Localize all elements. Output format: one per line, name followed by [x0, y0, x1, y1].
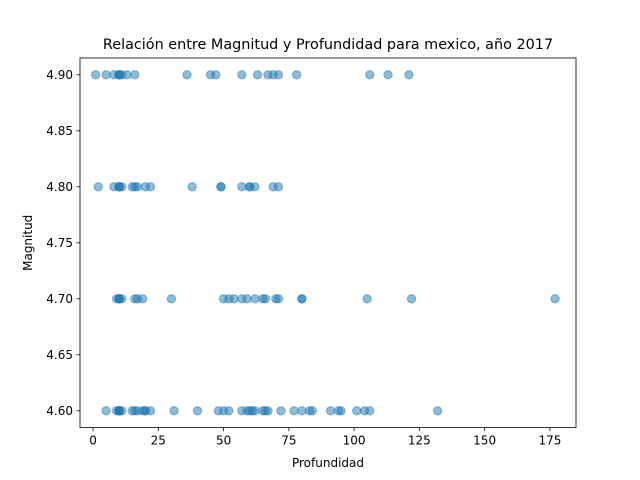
data-point-0-62 [362, 294, 372, 304]
x-tick-label: 25 [151, 434, 166, 448]
data-point-0-12 [237, 70, 247, 80]
data-point-0-88 [250, 406, 260, 416]
data-point-0-102 [365, 406, 375, 416]
data-point-0-103 [432, 406, 443, 416]
data-point-0-7 [122, 70, 132, 80]
x-tick-label: 150 [473, 434, 496, 448]
data-point-0-71 [117, 406, 127, 416]
x-tick-label: 50 [216, 434, 231, 448]
x-tick-label: 75 [281, 434, 296, 448]
data-point-0-97 [325, 406, 336, 416]
data-point-0-63 [406, 294, 417, 304]
plot-frame [79, 57, 577, 429]
y-tick-label: 4.65 [46, 348, 73, 362]
data-point-0-13 [252, 70, 263, 80]
y-tick-label: 4.70 [46, 292, 73, 306]
data-point-0-20 [404, 70, 414, 80]
data-point-0-1 [101, 70, 111, 80]
y-tick-label: 4.85 [46, 124, 73, 138]
data-point-0-38 [250, 182, 260, 192]
y-tick-label: 4.60 [46, 404, 73, 418]
y-axis: 4.60 4.65 4.70 4.75 4.80 4.85 4.90 [46, 68, 80, 418]
data-point-0-100 [352, 406, 362, 416]
data-point-0-17 [291, 70, 302, 80]
x-tick-label: 175 [538, 434, 561, 448]
data-point-0-16 [273, 70, 284, 80]
chart-title: Relación entre Magnitud y Profundidad pa… [103, 37, 553, 53]
data-point-0-34 [216, 182, 226, 192]
y-tick-label: 4.75 [46, 236, 73, 250]
data-point-0-21 [93, 182, 103, 192]
data-point-0-8 [130, 70, 140, 80]
data-point-0-48 [137, 294, 148, 304]
data-point-0-32 [187, 182, 197, 192]
data-point-0-26 [117, 182, 127, 192]
y-axis-label: Magnitud [21, 215, 35, 271]
y-tick-label: 4.80 [46, 180, 73, 194]
data-point-0-31 [145, 182, 156, 192]
data-point-0-92 [276, 406, 286, 416]
data-point-0-65 [101, 406, 111, 416]
x-tick-label: 0 [89, 434, 97, 448]
data-point-0-40 [273, 182, 284, 192]
data-point-0-94 [297, 406, 307, 416]
plot-area [90, 70, 560, 416]
data-point-0-80 [192, 406, 203, 416]
data-point-0-64 [550, 294, 560, 304]
x-axis: 0 25 50 75 100 125 150 175 [89, 427, 561, 448]
data-point-0-54 [242, 294, 252, 304]
data-point-0-61 [297, 294, 307, 304]
data-point-0-96 [307, 406, 318, 416]
data-point-0-59 [273, 294, 284, 304]
data-point-0-19 [383, 70, 393, 80]
data-point-0-78 [145, 406, 156, 416]
data-point-0-99 [336, 406, 346, 416]
data-point-0-18 [365, 70, 375, 80]
y-tick-label: 4.90 [46, 68, 73, 82]
data-point-0-49 [166, 294, 177, 304]
data-point-0-55 [250, 294, 260, 304]
data-point-0-35 [237, 182, 247, 192]
data-point-0-45 [117, 294, 127, 304]
data-point-0-79 [169, 406, 179, 416]
x-tick-label: 125 [408, 434, 431, 448]
data-point-0-91 [263, 406, 273, 416]
x-axis-label: Profundidad [292, 456, 364, 470]
data-point-0-11 [211, 70, 221, 80]
data-point-0-52 [229, 294, 239, 304]
data-point-0-93 [289, 406, 299, 416]
data-point-0-83 [224, 406, 234, 416]
data-point-0-29 [132, 182, 143, 192]
x-tick-label: 100 [343, 434, 366, 448]
data-point-0-57 [260, 294, 271, 304]
data-point-0-0 [90, 70, 101, 80]
data-point-0-9 [182, 70, 192, 80]
